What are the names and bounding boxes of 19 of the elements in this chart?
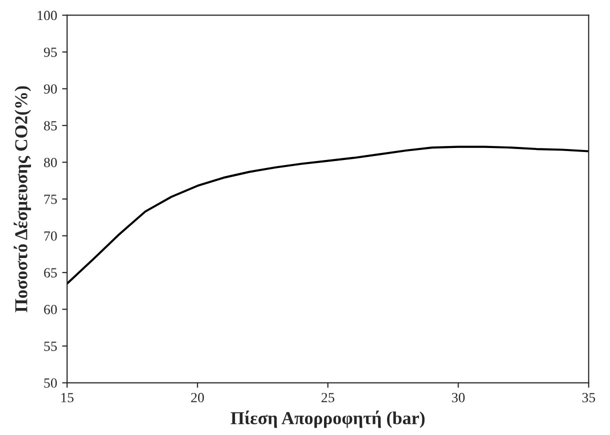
x-tick-label: 15 xyxy=(61,392,74,402)
y-tick-label: 70 xyxy=(44,231,57,241)
y-axis-title: Ποσοστό Δέσμευσης CO2(%) xyxy=(14,86,31,312)
y-tick-label: 75 xyxy=(44,194,57,204)
x-tick-label: 25 xyxy=(322,392,334,402)
line-series xyxy=(67,146,589,285)
y-tick-label: 80 xyxy=(44,158,57,168)
y-tick-label: 65 xyxy=(44,268,57,278)
y-tick-label: 90 xyxy=(44,84,57,94)
y-tick-label: 100 xyxy=(38,10,57,20)
y-tick-label: 95 xyxy=(44,48,57,57)
y-tick-label: 60 xyxy=(44,304,57,314)
x-axis-title: Πίεση Απορροφητή (bar) xyxy=(230,410,425,428)
y-tick-label: 55 xyxy=(44,342,57,351)
x-tick-label: 30 xyxy=(452,392,465,402)
x-tick-label: 20 xyxy=(191,392,204,402)
y-tick-label: 50 xyxy=(44,378,57,388)
y-tick-label: 85 xyxy=(44,121,57,130)
x-tick-label: 35 xyxy=(582,392,596,402)
